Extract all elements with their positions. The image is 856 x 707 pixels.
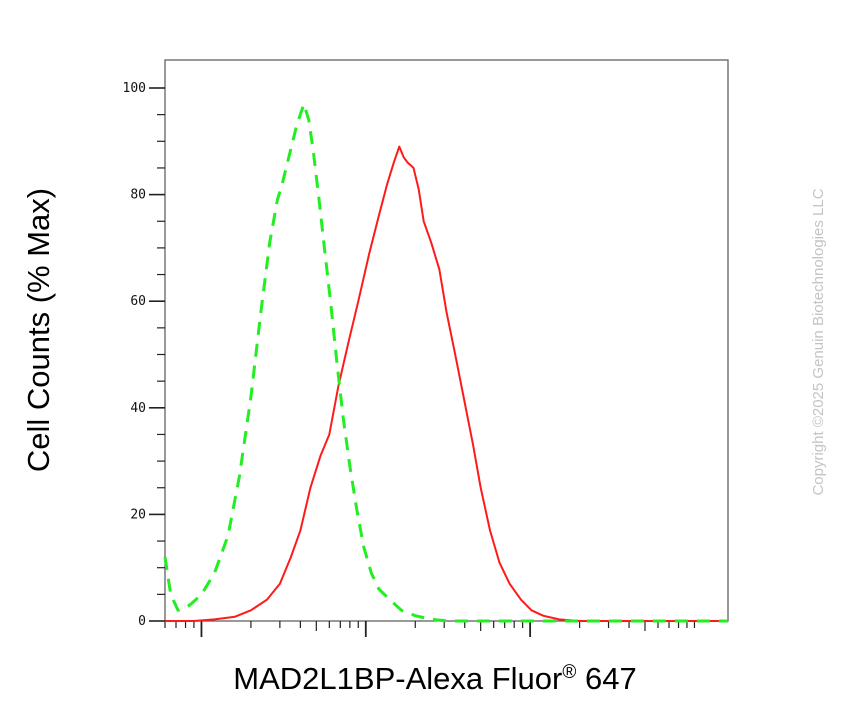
x-axis-title-registered-mark: ® — [562, 662, 576, 683]
y-tick-label: 0 — [138, 614, 146, 629]
x-axis — [164, 621, 696, 637]
y-tick-label: 40 — [130, 401, 146, 416]
copyright-watermark: Copyright ©2025 Genuin Biotechnologies L… — [810, 188, 827, 495]
y-axis: 0 20 40 60 80 100 — [123, 81, 165, 629]
y-tick-label: 100 — [123, 81, 146, 96]
y-tick-label: 20 — [130, 507, 146, 522]
x-axis-title-suffix: 647 — [576, 661, 636, 696]
x-axis-title-main: MAD2L1BP-Alexa Fluor — [233, 661, 562, 696]
y-tick-label: 80 — [130, 188, 146, 203]
series-layer — [163, 102, 728, 623]
isotype-control-curve — [163, 102, 728, 623]
sample-curve — [165, 145, 728, 622]
plot-frame — [164, 59, 729, 622]
x-axis-title: MAD2L1BP-Alexa Fluor® 647 — [233, 661, 636, 696]
y-axis-title: Cell Counts (% Max) — [21, 188, 56, 472]
y-tick-label: 60 — [130, 294, 146, 309]
